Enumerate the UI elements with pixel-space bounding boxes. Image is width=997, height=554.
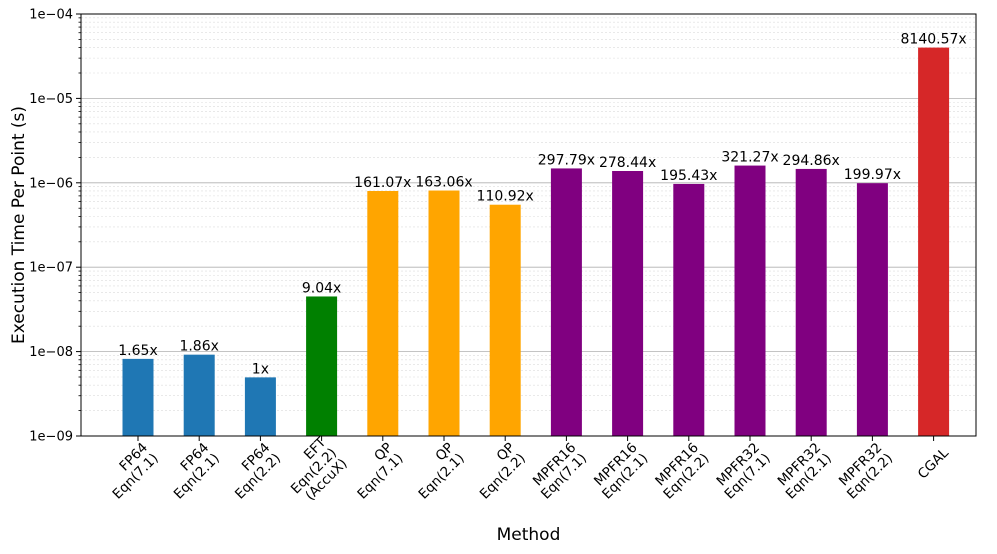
x-axis-title: Method xyxy=(497,525,561,545)
bar-value-label: 297.79x xyxy=(538,152,595,168)
x-tick-label: FP64Eqn(2.2) xyxy=(221,440,284,503)
x-tick-label: MPFR16Eqn(7.1) xyxy=(527,440,590,503)
bar-value-label: 1.86x xyxy=(179,339,218,355)
y-axis-title: Execution Time Per Point (s) xyxy=(9,106,29,344)
x-tick-label: MPFR32Eqn(7.1) xyxy=(711,440,774,503)
bar xyxy=(550,168,582,436)
bar xyxy=(183,354,215,436)
x-tick-label-line: CGAL xyxy=(915,445,953,483)
y-tick-label: 1e−04 xyxy=(29,8,73,23)
bar-value-label: 199.97x xyxy=(844,167,901,183)
y-tick-label: 1e−05 xyxy=(29,92,73,107)
x-tick-label: FP64Eqn(7.1) xyxy=(99,440,162,503)
bar xyxy=(918,47,950,437)
grid-lines xyxy=(81,17,976,437)
bar-value-label: 195.43x xyxy=(660,168,717,184)
bar-value-labels: 1.65x 1.86x 1x 9.04x 161.07x 163.06x 110.92x 29… xyxy=(118,32,966,378)
bar xyxy=(367,190,399,436)
y-tick-label: 1e−06 xyxy=(29,176,73,191)
x-tick-label: MPFR16Eqn(2.2) xyxy=(650,440,713,503)
y-axis: 1e−09 1e−08 1e−07 1e−06 1e−05 1e−04 xyxy=(29,8,81,445)
bar xyxy=(612,170,644,436)
y-tick-label: 1e−09 xyxy=(29,430,73,445)
bar-value-label: 8140.57x xyxy=(901,32,967,48)
bar-value-label: 163.06x xyxy=(415,175,472,191)
bar xyxy=(856,183,888,436)
bar xyxy=(734,165,766,437)
bars xyxy=(122,47,950,437)
y-tick-label: 1e−08 xyxy=(29,345,73,360)
bar-value-label: 321.27x xyxy=(721,150,778,166)
bar-value-label: 9.04x xyxy=(302,280,341,296)
bar-value-label: 110.92x xyxy=(477,189,534,205)
x-tick-label: QPEqn(7.1) xyxy=(344,440,407,503)
bar xyxy=(122,358,154,436)
bar-value-label: 1x xyxy=(252,361,269,377)
x-tick-label: QPEqn(2.1) xyxy=(405,440,468,503)
x-tick-label: MPFR16Eqn(2.1) xyxy=(589,440,652,503)
x-axis: FP64Eqn(7.1) FP64Eqn(2.1) FP64Eqn(2.2)EFTE… xyxy=(99,434,953,508)
x-tick-label: MPFR32Eqn(2.1) xyxy=(772,440,835,503)
x-tick-label: EFTEqn(2.2)(AccuX) xyxy=(277,434,351,508)
y-tick-label: 1e−07 xyxy=(29,261,73,276)
bar-value-label: 278.44x xyxy=(599,155,656,171)
x-tick-label: FP64Eqn(2.1) xyxy=(160,440,223,503)
x-tick-label: MPFR32Eqn(2.2) xyxy=(833,440,896,503)
bar-value-label: 1.65x xyxy=(118,343,157,359)
x-tick-label: CGAL xyxy=(915,445,953,483)
bar xyxy=(795,168,827,436)
bar xyxy=(489,204,521,436)
x-tick-label: QPEqn(2.2) xyxy=(466,440,529,503)
bar-value-label: 294.86x xyxy=(783,153,840,169)
plot-frame xyxy=(80,13,977,437)
bar xyxy=(306,296,338,436)
bar xyxy=(244,377,276,436)
bar xyxy=(673,183,705,436)
bar xyxy=(428,190,460,436)
bar-value-label: 161.07x xyxy=(354,175,411,191)
